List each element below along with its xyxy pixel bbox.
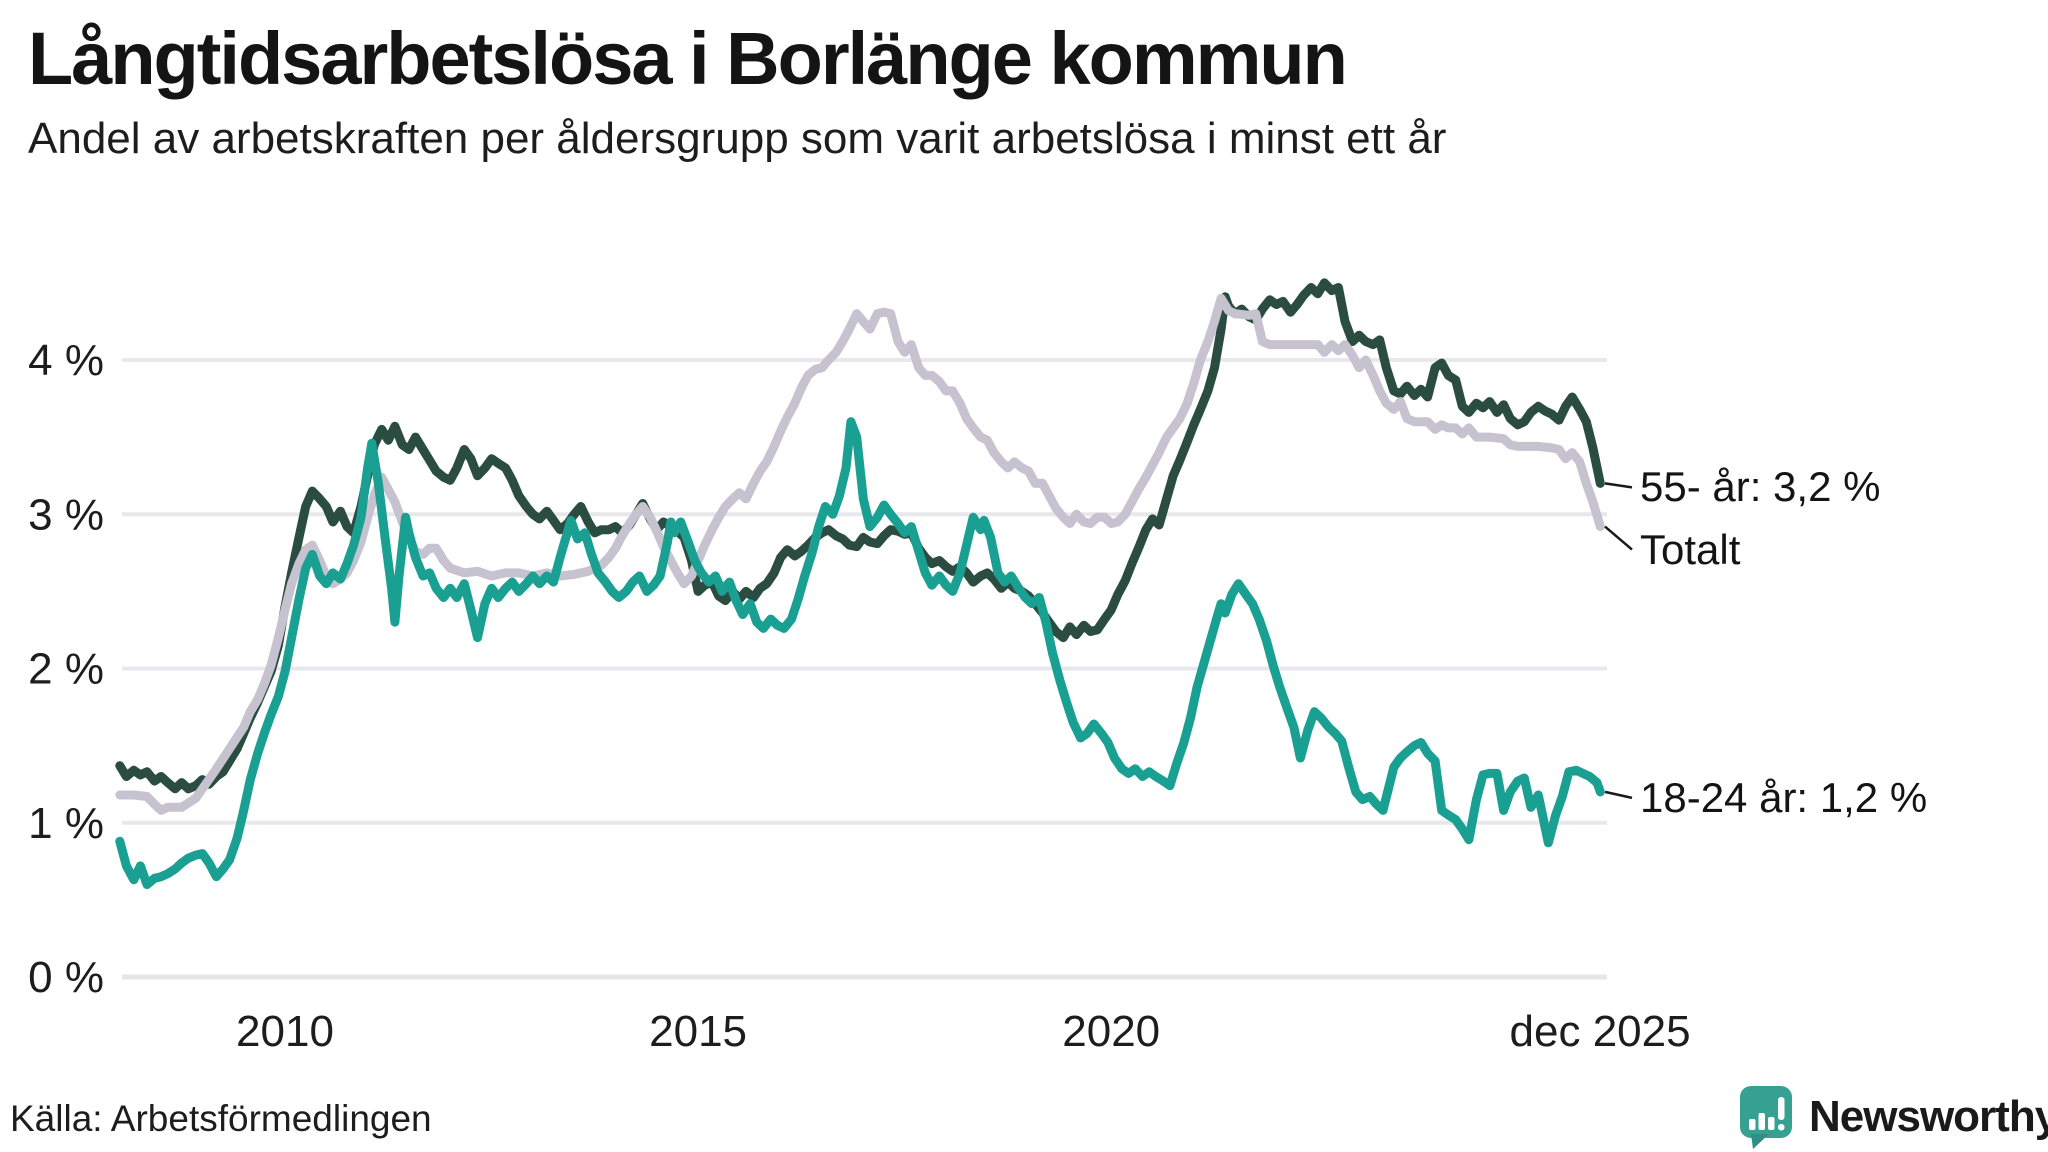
label-leader-line [1604,482,1633,489]
y-tick-label: 4 % [28,336,104,385]
x-tick-label: 2010 [236,1007,334,1056]
source-label: Källa: Arbetsförmedlingen [10,1098,432,1139]
x-tick-label: 2015 [649,1007,747,1056]
y-tick-label: 2 % [28,645,104,694]
y-tick-label: 0 % [28,953,104,1002]
label-leader-line [1604,525,1633,551]
y-tick-label: 3 % [28,490,104,539]
page-subtitle: Andel av arbetskraften per åldersgrupp s… [28,114,1447,163]
series-end-label: 55- år: 3,2 % [1640,463,1881,511]
series-line-totalt [115,293,1605,815]
label-leader-line [1604,790,1633,800]
newsworthy-logo[interactable]: Newsworthy [1738,1084,2048,1150]
series-end-label: 18-24 år: 1,2 % [1640,773,1928,821]
series-line-18-24-ar [115,417,1605,889]
newsworthy-logo-text: Newsworthy [1809,1092,2048,1141]
x-tick-label: dec 2025 [1510,1007,1691,1056]
newsworthy-logo-icon [1738,1084,1796,1150]
page-title: Långtidsarbetslösa i Borlänge kommun [28,17,1348,100]
x-tick-label: 2020 [1062,1007,1160,1056]
series-end-label: Totalt [1640,525,1741,573]
y-tick-label: 1 % [28,799,104,848]
